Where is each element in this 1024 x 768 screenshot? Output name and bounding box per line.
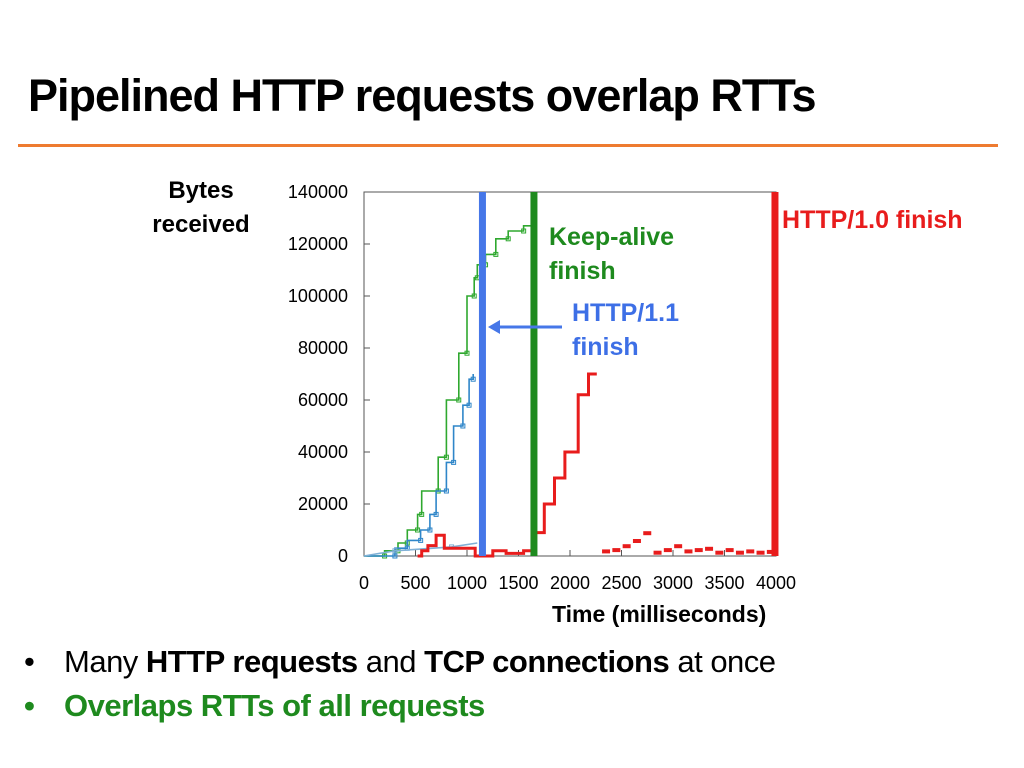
data-point (632, 539, 641, 543)
slide-title: Pipelined HTTP requests overlap RTTs (28, 70, 817, 121)
y-tick-label: 80000 (298, 338, 348, 358)
series-3 (417, 372, 597, 558)
y-axis-label: Bytes received (138, 174, 264, 242)
x-tick-label: 1000 (447, 573, 487, 593)
y-tick-label: 60000 (298, 390, 348, 410)
http10-finish-label: HTTP/1.0 finish (782, 206, 963, 234)
y-tick-label: 20000 (298, 494, 348, 514)
series-0 (364, 223, 537, 559)
http11-line1: HTTP/1.1 (572, 299, 679, 327)
b1-text-e: at once (669, 644, 776, 679)
data-point (684, 549, 693, 554)
series-line (363, 542, 478, 557)
data-point (643, 531, 652, 536)
data-point (470, 376, 476, 382)
data-point (392, 553, 398, 559)
series-1 (364, 374, 476, 559)
keepalive-finish-label: Keep-alive finish (549, 220, 674, 288)
data-point (766, 549, 775, 554)
data-point (653, 550, 662, 555)
bullet-dot: • (24, 688, 35, 723)
b1-text-c: and (357, 644, 425, 679)
data-point (725, 548, 734, 553)
data-point (466, 402, 472, 408)
data-point (705, 546, 714, 551)
data-point (602, 549, 611, 554)
y-tick-label: 100000 (288, 286, 348, 306)
bullet-item-2: • Overlaps RTTs of all requests (24, 684, 776, 728)
b1-text-b: HTTP requests (145, 644, 358, 679)
data-point (427, 527, 433, 533)
bullet-list: • Many HTTP requests and TCP connections … (24, 640, 776, 728)
data-point (456, 397, 462, 403)
data-point (612, 548, 621, 553)
bullet-dot: • (24, 644, 35, 679)
series-line (364, 225, 534, 557)
data-point (493, 251, 499, 257)
x-axis-label: Time (milliseconds) (552, 601, 767, 627)
x-tick-label: 1500 (498, 573, 538, 593)
data-point (756, 550, 765, 555)
x-tick-label: 0 (359, 573, 369, 593)
data-point (433, 511, 439, 517)
x-tick-label: 2500 (601, 573, 641, 593)
data-point (505, 236, 511, 242)
data-point (415, 527, 421, 533)
keepalive-line2: finish (549, 257, 616, 285)
x-tick-label: 3000 (653, 573, 693, 593)
data-point (392, 548, 398, 554)
b2-text: Overlaps RTTs of all requests (64, 688, 485, 723)
data-point (663, 548, 672, 553)
x-tick-label: 500 (400, 573, 430, 593)
data-point (471, 293, 477, 299)
y-axis-label-line2: received (152, 211, 250, 238)
title-divider (18, 144, 998, 147)
x-tick-label: 2000 (550, 573, 590, 593)
data-point (451, 459, 457, 465)
data-point (464, 350, 470, 356)
y-tick-label: 120000 (288, 234, 348, 254)
data-point (715, 550, 724, 555)
bullet-item-1: • Many HTTP requests and TCP connections … (24, 640, 776, 684)
y-tick-label: 0 (338, 546, 348, 566)
data-point (735, 550, 744, 555)
http11-arrow-head (488, 320, 500, 334)
data-point (418, 537, 424, 543)
y-tick-label: 40000 (298, 442, 348, 462)
http11-finish-label: HTTP/1.1 finish (572, 296, 679, 364)
series-line (417, 372, 597, 558)
data-point (694, 548, 703, 553)
data-point (419, 511, 425, 517)
b1-text-a: Many (64, 644, 146, 679)
y-axis-label-line1: Bytes (168, 177, 234, 204)
x-tick-label: 4000 (756, 573, 796, 593)
data-point (674, 544, 683, 549)
data-point (460, 423, 466, 429)
http11-line2: finish (572, 333, 639, 361)
data-point (443, 454, 449, 460)
data-point (622, 544, 631, 549)
y-tick-label: 140000 (288, 182, 348, 202)
x-tick-label: 3500 (704, 573, 744, 593)
data-point (521, 228, 527, 234)
data-point (443, 488, 449, 494)
keepalive-line1: Keep-alive (549, 223, 675, 251)
b1-text-d: TCP connections (424, 644, 670, 679)
data-point (746, 549, 755, 554)
